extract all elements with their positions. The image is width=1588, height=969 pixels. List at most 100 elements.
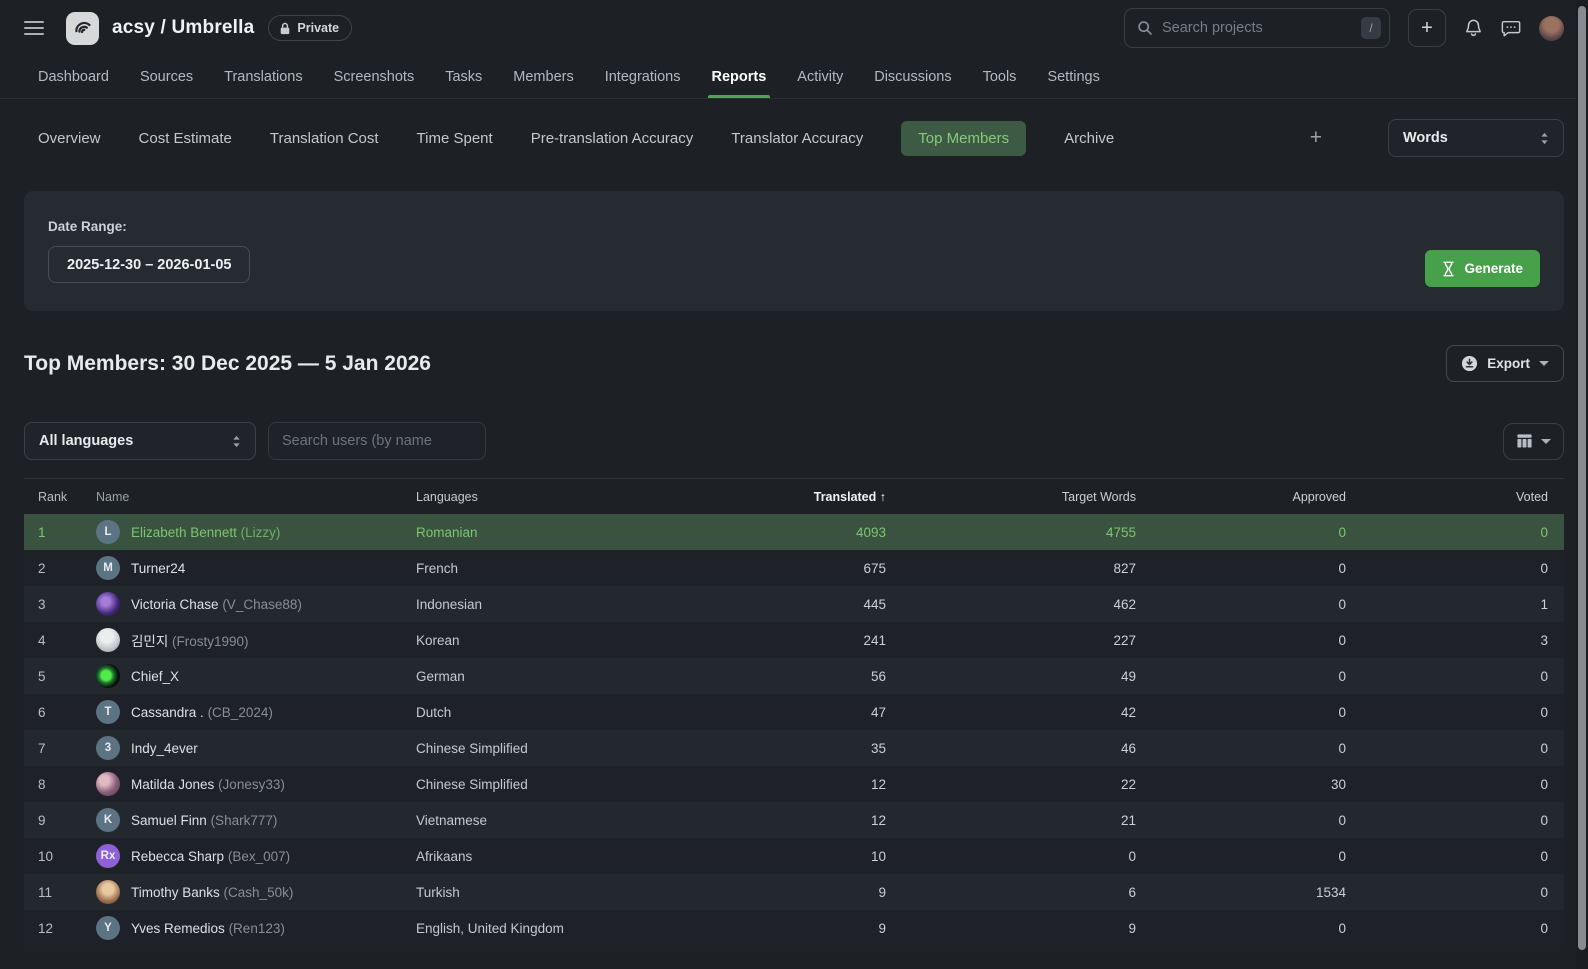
name-cell: 3 Indy_4ever: [96, 736, 416, 760]
member-name[interactable]: Yves Remedios: [131, 920, 225, 936]
table-row[interactable]: 3 Victoria Chase (V_Chase88) Indonesian …: [24, 586, 1564, 622]
translated-cell: 445: [863, 596, 886, 612]
member-name[interactable]: Chief_X: [131, 668, 180, 684]
add-report-button[interactable]: +: [1309, 126, 1322, 149]
column-header-rank[interactable]: Rank: [38, 489, 68, 504]
generate-button[interactable]: Generate: [1425, 250, 1540, 287]
tab-screenshots[interactable]: Screenshots: [333, 69, 415, 85]
tab-activity[interactable]: Activity: [797, 69, 844, 85]
report-tab-cost-estimate[interactable]: Cost Estimate: [138, 129, 232, 147]
target-words-cell: 49: [1120, 668, 1136, 684]
table-row[interactable]: 11 Timothy Banks (Cash_50k) Turkish 9 6 …: [24, 874, 1564, 910]
table-row[interactable]: 10 Rx Rebecca Sharp (Bex_007) Afrikaans …: [24, 838, 1564, 874]
member-name[interactable]: Timothy Banks: [131, 884, 220, 900]
table-row[interactable]: 4 김민지 (Frosty1990) Korean 241 227 0 3: [24, 622, 1564, 658]
member-username: (Bex_007): [227, 848, 291, 864]
column-header-voted[interactable]: Voted: [1516, 489, 1548, 504]
table-row[interactable]: 2 M Turner24 French 675 827 0 0: [24, 550, 1564, 586]
columns-settings-button[interactable]: [1503, 422, 1564, 460]
member-name[interactable]: Rebecca Sharp: [131, 848, 225, 864]
create-project-button[interactable]: +: [1408, 9, 1446, 47]
approved-cell: 0: [1338, 812, 1346, 828]
language-filter-select[interactable]: All languages: [24, 422, 256, 460]
voted-cell: 0: [1540, 704, 1548, 720]
tab-members[interactable]: Members: [513, 69, 574, 85]
member-name[interactable]: Samuel Finn: [131, 812, 207, 828]
voted-cell: 0: [1540, 524, 1548, 540]
member-name[interactable]: Matilda Jones: [131, 776, 215, 792]
report-tab-translation-cost[interactable]: Translation Cost: [269, 129, 379, 147]
tab-dashboard[interactable]: Dashboard: [38, 69, 109, 85]
voted-cell: 1: [1540, 596, 1548, 612]
unit-select[interactable]: Words: [1388, 119, 1564, 157]
notifications-button[interactable]: [1464, 18, 1483, 38]
logo-swirl-icon: [75, 21, 91, 33]
member-name[interactable]: 김민지: [131, 634, 169, 649]
approved-cell: 30: [1330, 776, 1346, 792]
report-tab-top-members[interactable]: Top Members: [901, 120, 1027, 156]
lock-icon: [281, 22, 290, 34]
chat-icon: [1501, 20, 1521, 36]
tab-tasks[interactable]: Tasks: [445, 69, 483, 85]
table-row[interactable]: 6 T Cassandra . (CB_2024) Dutch 47 42 0 …: [24, 694, 1564, 730]
language-filter-value: All languages: [39, 433, 134, 449]
projects-search[interactable]: /: [1124, 8, 1390, 48]
report-tab-archive[interactable]: Archive: [1064, 129, 1115, 147]
member-name[interactable]: Turner24: [131, 560, 186, 576]
table-row[interactable]: 9 K Samuel Finn (Shark777) Vietnamese 12…: [24, 802, 1564, 838]
tab-reports[interactable]: Reports: [707, 56, 771, 98]
messages-button[interactable]: [1501, 19, 1521, 38]
user-search-input[interactable]: [268, 422, 486, 460]
project-logo[interactable]: [66, 11, 99, 45]
tab-integrations[interactable]: Integrations: [604, 69, 681, 85]
page-scrollbar[interactable]: [1576, 0, 1588, 969]
report-tab-overview[interactable]: Overview: [38, 129, 101, 147]
column-header-target-words[interactable]: Target Words: [1061, 489, 1136, 504]
tab-discussions[interactable]: Discussions: [874, 69, 952, 85]
translated-cell: 9: [878, 884, 886, 900]
translated-cell: 9: [878, 920, 886, 936]
member-name[interactable]: Cassandra .: [131, 704, 204, 720]
rank-cell: 11: [38, 884, 53, 900]
translated-cell: 4093: [855, 524, 886, 540]
rank-cell: 3: [38, 596, 46, 612]
voted-cell: 0: [1540, 776, 1548, 792]
report-tab-time-spent[interactable]: Time Spent: [416, 129, 493, 147]
search-projects-input[interactable]: [1162, 20, 1352, 36]
member-username: (Lizzy): [240, 524, 281, 540]
name-cell: Rx Rebecca Sharp (Bex_007): [96, 844, 416, 868]
tab-settings[interactable]: Settings: [1047, 69, 1100, 85]
name-cell: Timothy Banks (Cash_50k): [96, 880, 416, 904]
member-avatar: [96, 628, 120, 652]
name-cell: T Cassandra . (CB_2024): [96, 700, 416, 724]
user-avatar[interactable]: [1539, 15, 1564, 41]
table-row[interactable]: 5 Chief_X German 56 49 0 0: [24, 658, 1564, 694]
approved-cell: 0: [1338, 740, 1346, 756]
member-username: (Shark777): [210, 812, 278, 828]
tab-translations[interactable]: Translations: [224, 69, 303, 85]
translated-cell: 10: [870, 848, 886, 864]
report-tab-pre-translation-accuracy[interactable]: Pre-translation Accuracy: [530, 129, 694, 147]
table-row[interactable]: 12 Y Yves Remedios (Ren123) English, Uni…: [24, 910, 1564, 946]
tab-tools[interactable]: Tools: [982, 69, 1017, 85]
date-range-input[interactable]: 2025-12-30 – 2026-01-05: [48, 246, 251, 283]
tab-sources[interactable]: Sources: [139, 69, 194, 85]
top-bar: acsy / Umbrella Private / +: [0, 0, 1588, 56]
member-name[interactable]: Elizabeth Bennett: [131, 524, 237, 540]
column-header-approved[interactable]: Approved: [1292, 489, 1346, 504]
target-words-cell: 462: [1113, 596, 1136, 612]
menu-icon[interactable]: [24, 21, 44, 35]
table-row[interactable]: 7 3 Indy_4ever Chinese Simplified 35 46 …: [24, 730, 1564, 766]
table-row[interactable]: 8 Matilda Jones (Jonesy33) Chinese Simpl…: [24, 766, 1564, 802]
column-header-name[interactable]: Name: [96, 489, 130, 504]
export-button[interactable]: Export: [1446, 345, 1564, 382]
scrollbar-thumb[interactable]: [1578, 6, 1586, 950]
name-cell: M Turner24: [96, 556, 416, 580]
member-name[interactable]: Indy_4ever: [131, 740, 198, 756]
target-words-cell: 9: [1128, 920, 1136, 936]
column-header-languages[interactable]: Languages: [416, 489, 478, 504]
table-row[interactable]: 1 L Elizabeth Bennett (Lizzy) Romanian 4…: [24, 514, 1564, 550]
report-tab-translator-accuracy[interactable]: Translator Accuracy: [731, 129, 864, 147]
member-name[interactable]: Victoria Chase: [131, 596, 219, 612]
column-header-translated[interactable]: Translated ↑: [813, 489, 886, 504]
